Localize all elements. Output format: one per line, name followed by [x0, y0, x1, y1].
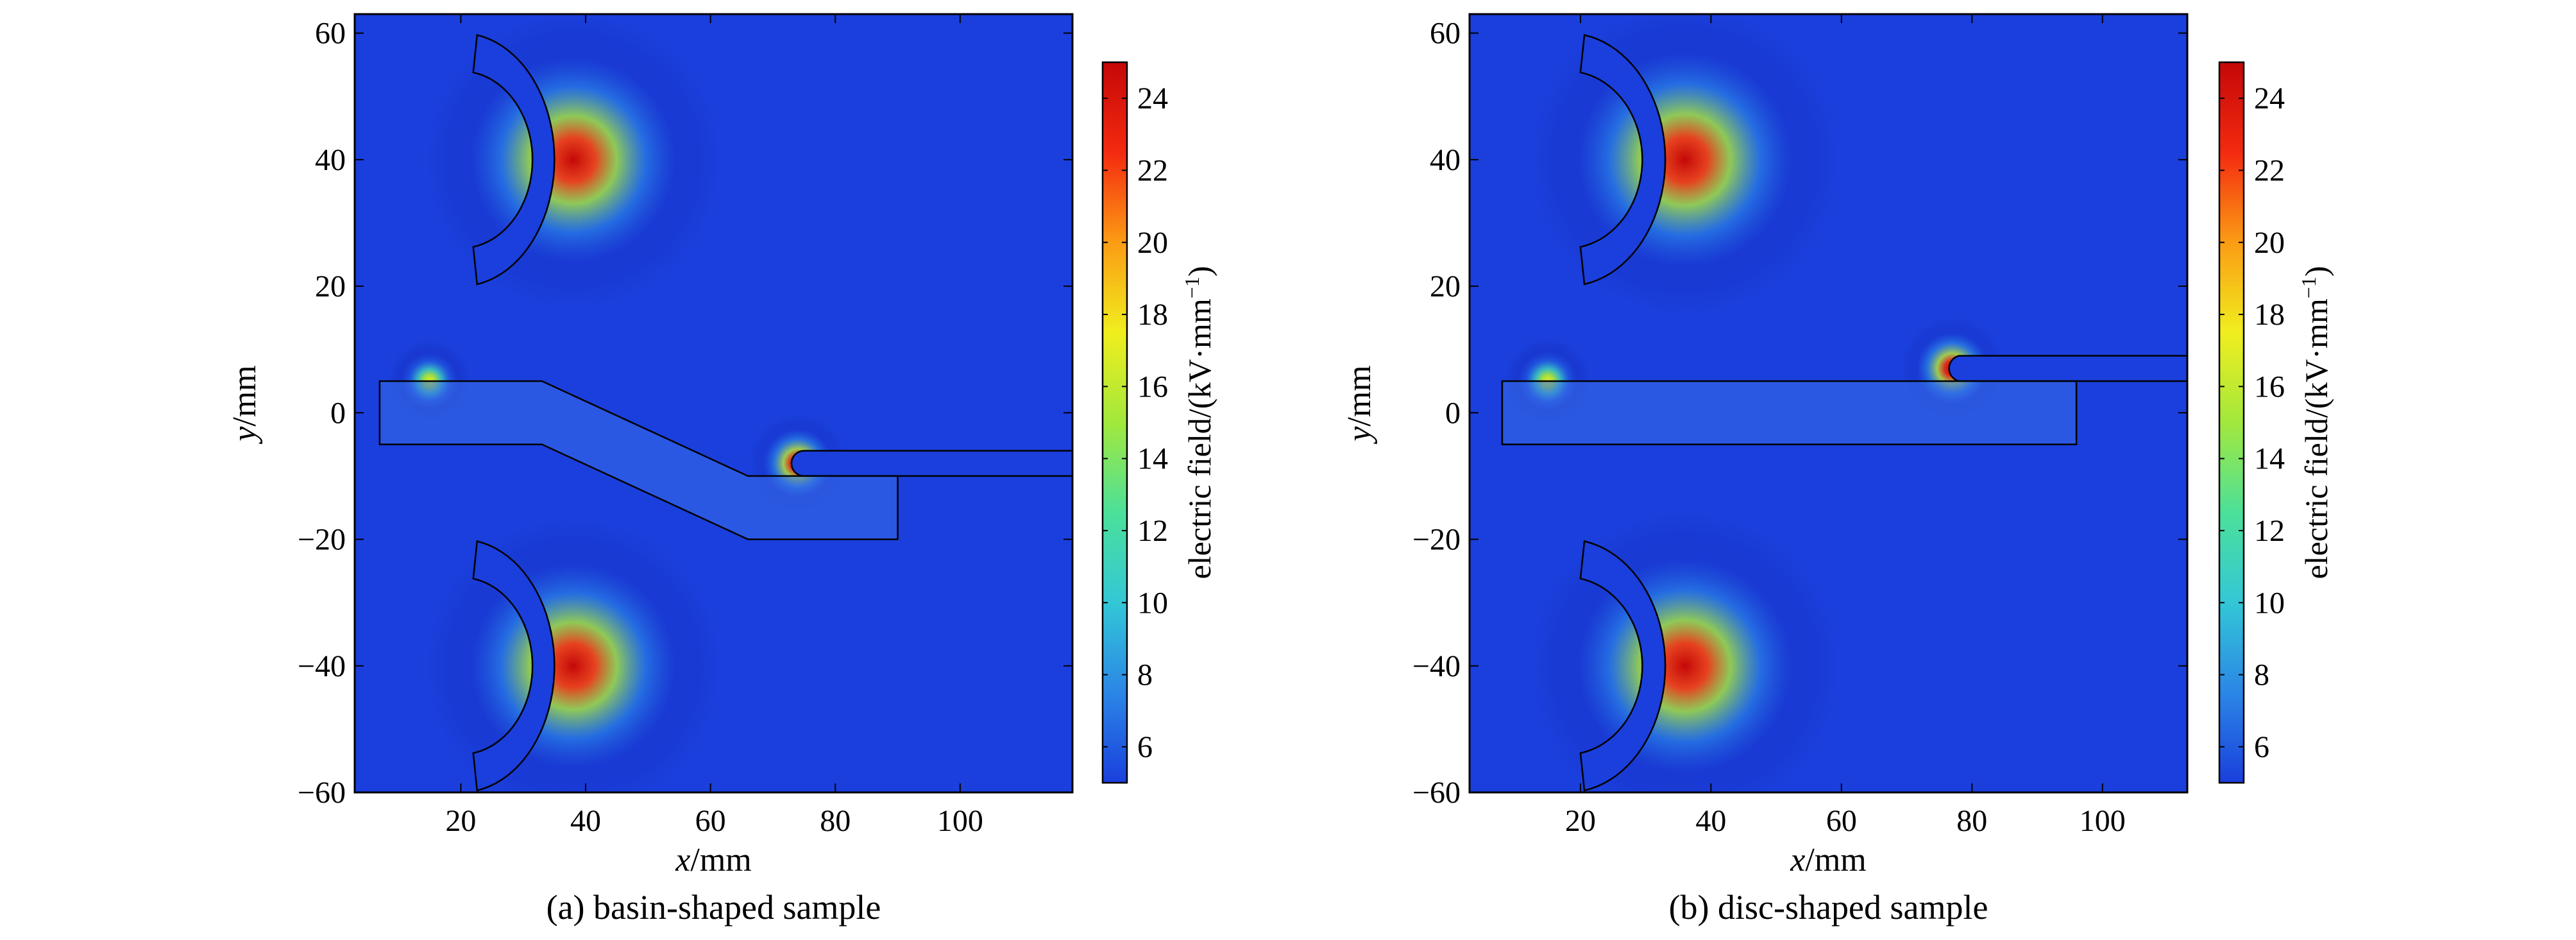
plot-frame: [353, 13, 1074, 794]
x-tick-label: 80: [1956, 804, 1987, 838]
colorbar-tick-label: 22: [1137, 153, 1168, 187]
y-tick-label: 0: [330, 396, 346, 430]
y-tick-label: −20: [298, 523, 346, 557]
x-axis-var: x: [675, 842, 690, 878]
x-axis-var: x: [1790, 842, 1805, 878]
x-tick-labels: 20 40 60 80 100: [1565, 14, 2126, 838]
colorbar-tick-label: 18: [1137, 298, 1168, 332]
insulator-sample: [1501, 380, 2078, 445]
field-hotspot: [427, 520, 720, 792]
field-hotspot: [1532, 513, 1838, 792]
panel-caption: (a) basin-shaped sample: [547, 888, 881, 927]
x-tick-label: 80: [820, 804, 851, 838]
y-tick-label: 40: [315, 143, 346, 177]
colorbar-tick-label: 12: [2254, 514, 2285, 548]
y-tick-labels: −60 −40 −20 0 20 40 60: [298, 17, 1072, 810]
colorbar-label: electric field/(kV·mm−1): [1180, 266, 1217, 579]
y-tick-label: 20: [1430, 269, 1461, 303]
colorbar-tick-label: 10: [1137, 586, 1168, 620]
x-axis-label: x/mm: [675, 842, 751, 878]
insulator-sample: [378, 380, 899, 540]
upper-electrode: [1579, 34, 1666, 286]
x-axis-label: x/mm: [1790, 842, 1866, 878]
y-tick-label: −40: [1412, 649, 1461, 683]
x-tick-label: 20: [445, 804, 476, 838]
colorbar-label-close: ): [2298, 266, 2334, 277]
x-tick-label: 40: [570, 804, 601, 838]
colorbar-tick-label: 20: [1137, 226, 1168, 260]
colorbar-tick-label: 6: [2254, 730, 2269, 764]
colorbar-tick-label: 20: [2254, 226, 2285, 260]
x-tick-label: 40: [1695, 804, 1726, 838]
field-plot-area: [353, 13, 1074, 794]
y-tick-label: 20: [315, 269, 346, 303]
plot-frame: [1468, 13, 2189, 794]
colorbar-tick-label: 6: [1137, 730, 1153, 764]
x-tick-label: 20: [1565, 804, 1596, 838]
y-tick-label: −40: [298, 649, 346, 683]
y-tick-label: −20: [1412, 523, 1461, 557]
colorbar-tick-label: 24: [2254, 81, 2285, 115]
colorbar-label-close: ): [1182, 266, 1217, 277]
y-tick-label: 60: [315, 17, 346, 51]
colorbar-tick-labels: 6 8 10 12 14 16 18 20 22 24: [1103, 81, 1168, 764]
y-axis-label: y/mm: [1341, 365, 1378, 444]
upper-electrode: [472, 33, 555, 286]
colorbar-tick-label: 14: [1137, 442, 1168, 476]
field-hotspot: [427, 14, 720, 306]
colorbar-tick-label: 18: [2254, 298, 2285, 332]
colorbar-tick-label: 16: [2254, 370, 2285, 404]
colorbar-tick-labels: 6 8 10 12 14 16 18 20 22 24: [2219, 81, 2285, 764]
colorbar-label-main: electric field/(kV·mm: [2298, 298, 2334, 579]
x-tick-label: 60: [1826, 804, 1857, 838]
y-axis-var: y: [1341, 426, 1378, 445]
colorbar-tick-label: 22: [2254, 153, 2285, 187]
y-axis-unit: /mm: [1341, 365, 1378, 426]
colorbar-label-exponent: −1: [1180, 277, 1203, 298]
y-tick-label: 40: [1430, 143, 1461, 177]
colorbar: [2218, 61, 2245, 784]
x-axis-unit: /mm: [1805, 842, 1866, 878]
colorbar-tick-label: 14: [2254, 442, 2285, 476]
y-tick-label: 0: [1445, 396, 1461, 430]
y-tick-label: −60: [1412, 776, 1461, 810]
colorbar-scale: [1101, 61, 1128, 784]
y-axis-unit: /mm: [226, 365, 263, 426]
x-tick-label: 60: [695, 804, 726, 838]
y-tick-labels: −60 −40 −20 0 20 40 60: [1412, 17, 2187, 810]
hv-conductor: [790, 450, 1072, 477]
y-axis-label: y/mm: [226, 365, 263, 444]
panel-caption: (b) disc-shaped sample: [1669, 888, 1988, 927]
colorbar-tick-label: 24: [1137, 81, 1168, 115]
y-axis-var: y: [226, 426, 263, 445]
colorbar-tick-label: 12: [1137, 514, 1168, 548]
x-tick-label: 100: [937, 804, 983, 838]
colorbar-tick-label: 8: [1137, 658, 1153, 692]
hv-conductor: [1948, 355, 2187, 382]
colorbar-label-exponent: −1: [2297, 277, 2320, 298]
lower-electrode: [1579, 540, 1666, 792]
colorbar-tick-label: 10: [2254, 586, 2285, 620]
y-tick-label: −60: [298, 776, 346, 810]
colorbar-label: electric field/(kV·mm−1): [2297, 266, 2334, 579]
lower-electrode: [472, 540, 555, 792]
y-tick-label: 60: [1430, 17, 1461, 51]
colorbar: [1101, 61, 1128, 784]
colorbar-label-main: electric field/(kV·mm: [1182, 298, 1217, 579]
field-plot-area: [1468, 13, 2189, 794]
x-axis-unit: /mm: [690, 842, 751, 878]
colorbar-tick-label: 8: [2254, 658, 2269, 692]
colorbar-scale: [2218, 61, 2245, 784]
colorbar-tick-label: 16: [1137, 370, 1168, 404]
panel-disc-shaped: 20 40 60 80 100 −60 −40 −20 0 20 40 60 x/mm y/mm 6…: [1341, 13, 2334, 927]
field-hotspot: [1532, 14, 1838, 312]
x-tick-label: 100: [2080, 804, 2126, 838]
x-tick-labels: 20 40 60 80 100: [445, 14, 983, 838]
panel-basin-shaped: 20 40 60 80 100 −60 −40 −20 0 20 40 60 x/mm y/mm 6…: [226, 13, 1217, 927]
